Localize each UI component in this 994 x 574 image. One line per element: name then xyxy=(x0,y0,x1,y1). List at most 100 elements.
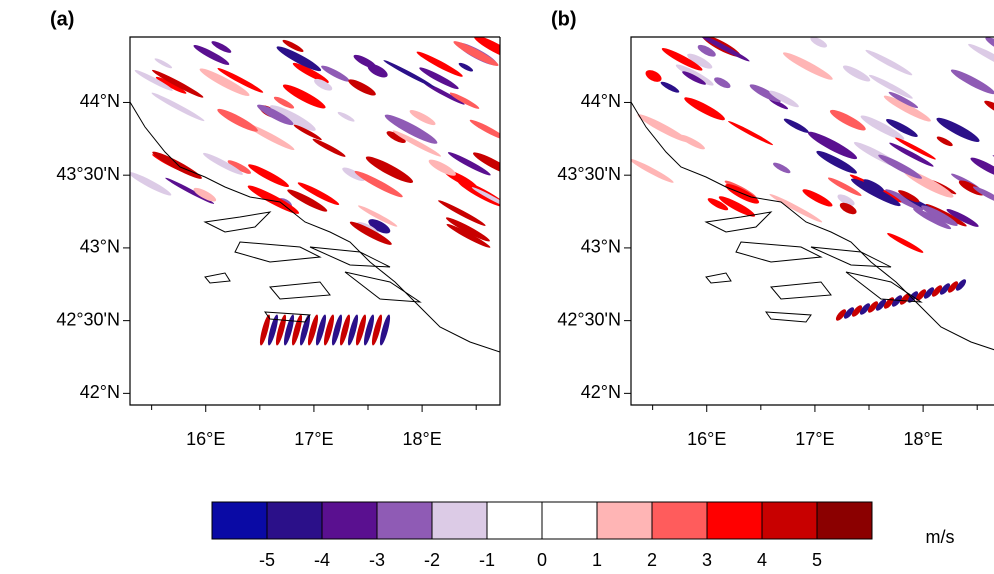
contour-blob xyxy=(807,131,858,160)
coastline xyxy=(130,101,500,353)
contour-blob xyxy=(257,104,294,126)
contour-blob xyxy=(193,187,217,202)
contour-blob xyxy=(267,314,279,346)
contour-blob xyxy=(314,78,333,91)
contour-blob xyxy=(888,91,919,109)
contour-blob xyxy=(887,233,924,253)
colorbar-cell xyxy=(211,501,268,540)
contour-blob xyxy=(898,190,920,203)
coastline xyxy=(631,101,994,351)
colorbar-label: -2 xyxy=(424,550,440,570)
contour-blob xyxy=(151,92,205,122)
colorbar-cell xyxy=(376,501,433,540)
contour-blob xyxy=(895,137,936,160)
contour-blob xyxy=(445,217,490,242)
island xyxy=(845,271,923,303)
contour-blob xyxy=(354,170,403,198)
colorbar-label: 0 xyxy=(537,550,547,570)
contour-blob xyxy=(307,314,319,346)
contour-blob xyxy=(769,193,823,223)
x-tick-label: 16°E xyxy=(687,429,726,449)
contour-blob xyxy=(936,136,953,147)
contour-blob xyxy=(152,69,204,98)
contour-blob xyxy=(899,293,911,305)
colorbar-cell xyxy=(431,501,488,540)
contour-blob xyxy=(886,118,918,137)
contour-blob xyxy=(950,69,994,95)
contour-blob xyxy=(130,172,172,196)
contour-blob xyxy=(637,114,689,143)
contour-blob xyxy=(675,64,714,86)
island xyxy=(269,281,331,300)
contour-blob xyxy=(416,51,463,77)
contour-blob xyxy=(891,295,903,307)
y-tick-label: 44°N xyxy=(80,91,120,111)
colorbar-label: -4 xyxy=(314,550,330,570)
island xyxy=(234,241,322,263)
contour-blob xyxy=(958,180,984,196)
island xyxy=(735,241,823,263)
colorbar-cell xyxy=(761,501,818,540)
contour-blob xyxy=(331,314,343,346)
contour-blob xyxy=(631,158,674,183)
contour-blob xyxy=(921,205,958,226)
contour-blob xyxy=(371,314,383,346)
contour-blob xyxy=(500,53,516,64)
contour-blob xyxy=(259,314,271,346)
contour-blob xyxy=(297,182,340,206)
colorbar-label: -1 xyxy=(479,550,495,570)
contour-blob xyxy=(193,45,230,65)
contour-blob xyxy=(447,152,491,176)
y-tick-label: 42°N xyxy=(581,382,621,402)
y-tick-label: 43°30'N xyxy=(557,164,621,184)
contour-blob xyxy=(842,65,871,82)
contour-blob xyxy=(697,37,750,62)
contour-blob xyxy=(955,279,967,291)
contour-blob xyxy=(365,156,414,183)
contour-blob xyxy=(816,150,857,174)
contour-blob xyxy=(469,119,500,141)
x-tick-label: 17°E xyxy=(294,429,333,449)
contour-blob xyxy=(275,314,287,346)
contour-blob xyxy=(217,108,258,132)
contour-blob xyxy=(386,131,406,144)
wind-field xyxy=(631,37,994,351)
contour-blob xyxy=(728,120,773,146)
colorbar-cell xyxy=(816,501,873,540)
contour-blob xyxy=(827,177,862,197)
contour-blob xyxy=(358,205,398,227)
contour-blob xyxy=(428,159,456,176)
contour-blob xyxy=(860,115,905,140)
contour-blob xyxy=(165,177,215,204)
contour-blob xyxy=(707,198,729,211)
y-tick-label: 42°N xyxy=(80,382,120,402)
contour-blob xyxy=(661,48,703,71)
island xyxy=(704,211,773,233)
colorbar-label: 2 xyxy=(647,550,657,570)
contour-blob xyxy=(863,179,884,192)
contour-blob xyxy=(697,44,716,57)
contour-blob xyxy=(645,70,662,82)
colorbar-cell xyxy=(706,501,763,540)
contour-blob xyxy=(773,162,791,174)
contour-blob xyxy=(438,200,486,226)
panel-label: (b) xyxy=(551,8,577,30)
colorbar-cell xyxy=(596,501,653,540)
contour-blob xyxy=(835,309,847,321)
contour-blob xyxy=(287,189,328,212)
contour-blob xyxy=(337,111,355,122)
contour-blob xyxy=(889,142,934,167)
y-tick-label: 43°N xyxy=(581,237,621,257)
island xyxy=(344,271,422,303)
contour-blob xyxy=(859,303,871,315)
island xyxy=(204,272,231,284)
map-frame xyxy=(630,36,994,406)
contour-blob xyxy=(349,221,392,245)
colorbar-label: 3 xyxy=(702,550,712,570)
contour-blob xyxy=(829,109,866,131)
contour-blob xyxy=(782,52,833,80)
contour-blob xyxy=(970,157,994,179)
contour-blob xyxy=(975,47,994,64)
contour-blob xyxy=(878,154,922,179)
contour-blob xyxy=(323,314,335,346)
